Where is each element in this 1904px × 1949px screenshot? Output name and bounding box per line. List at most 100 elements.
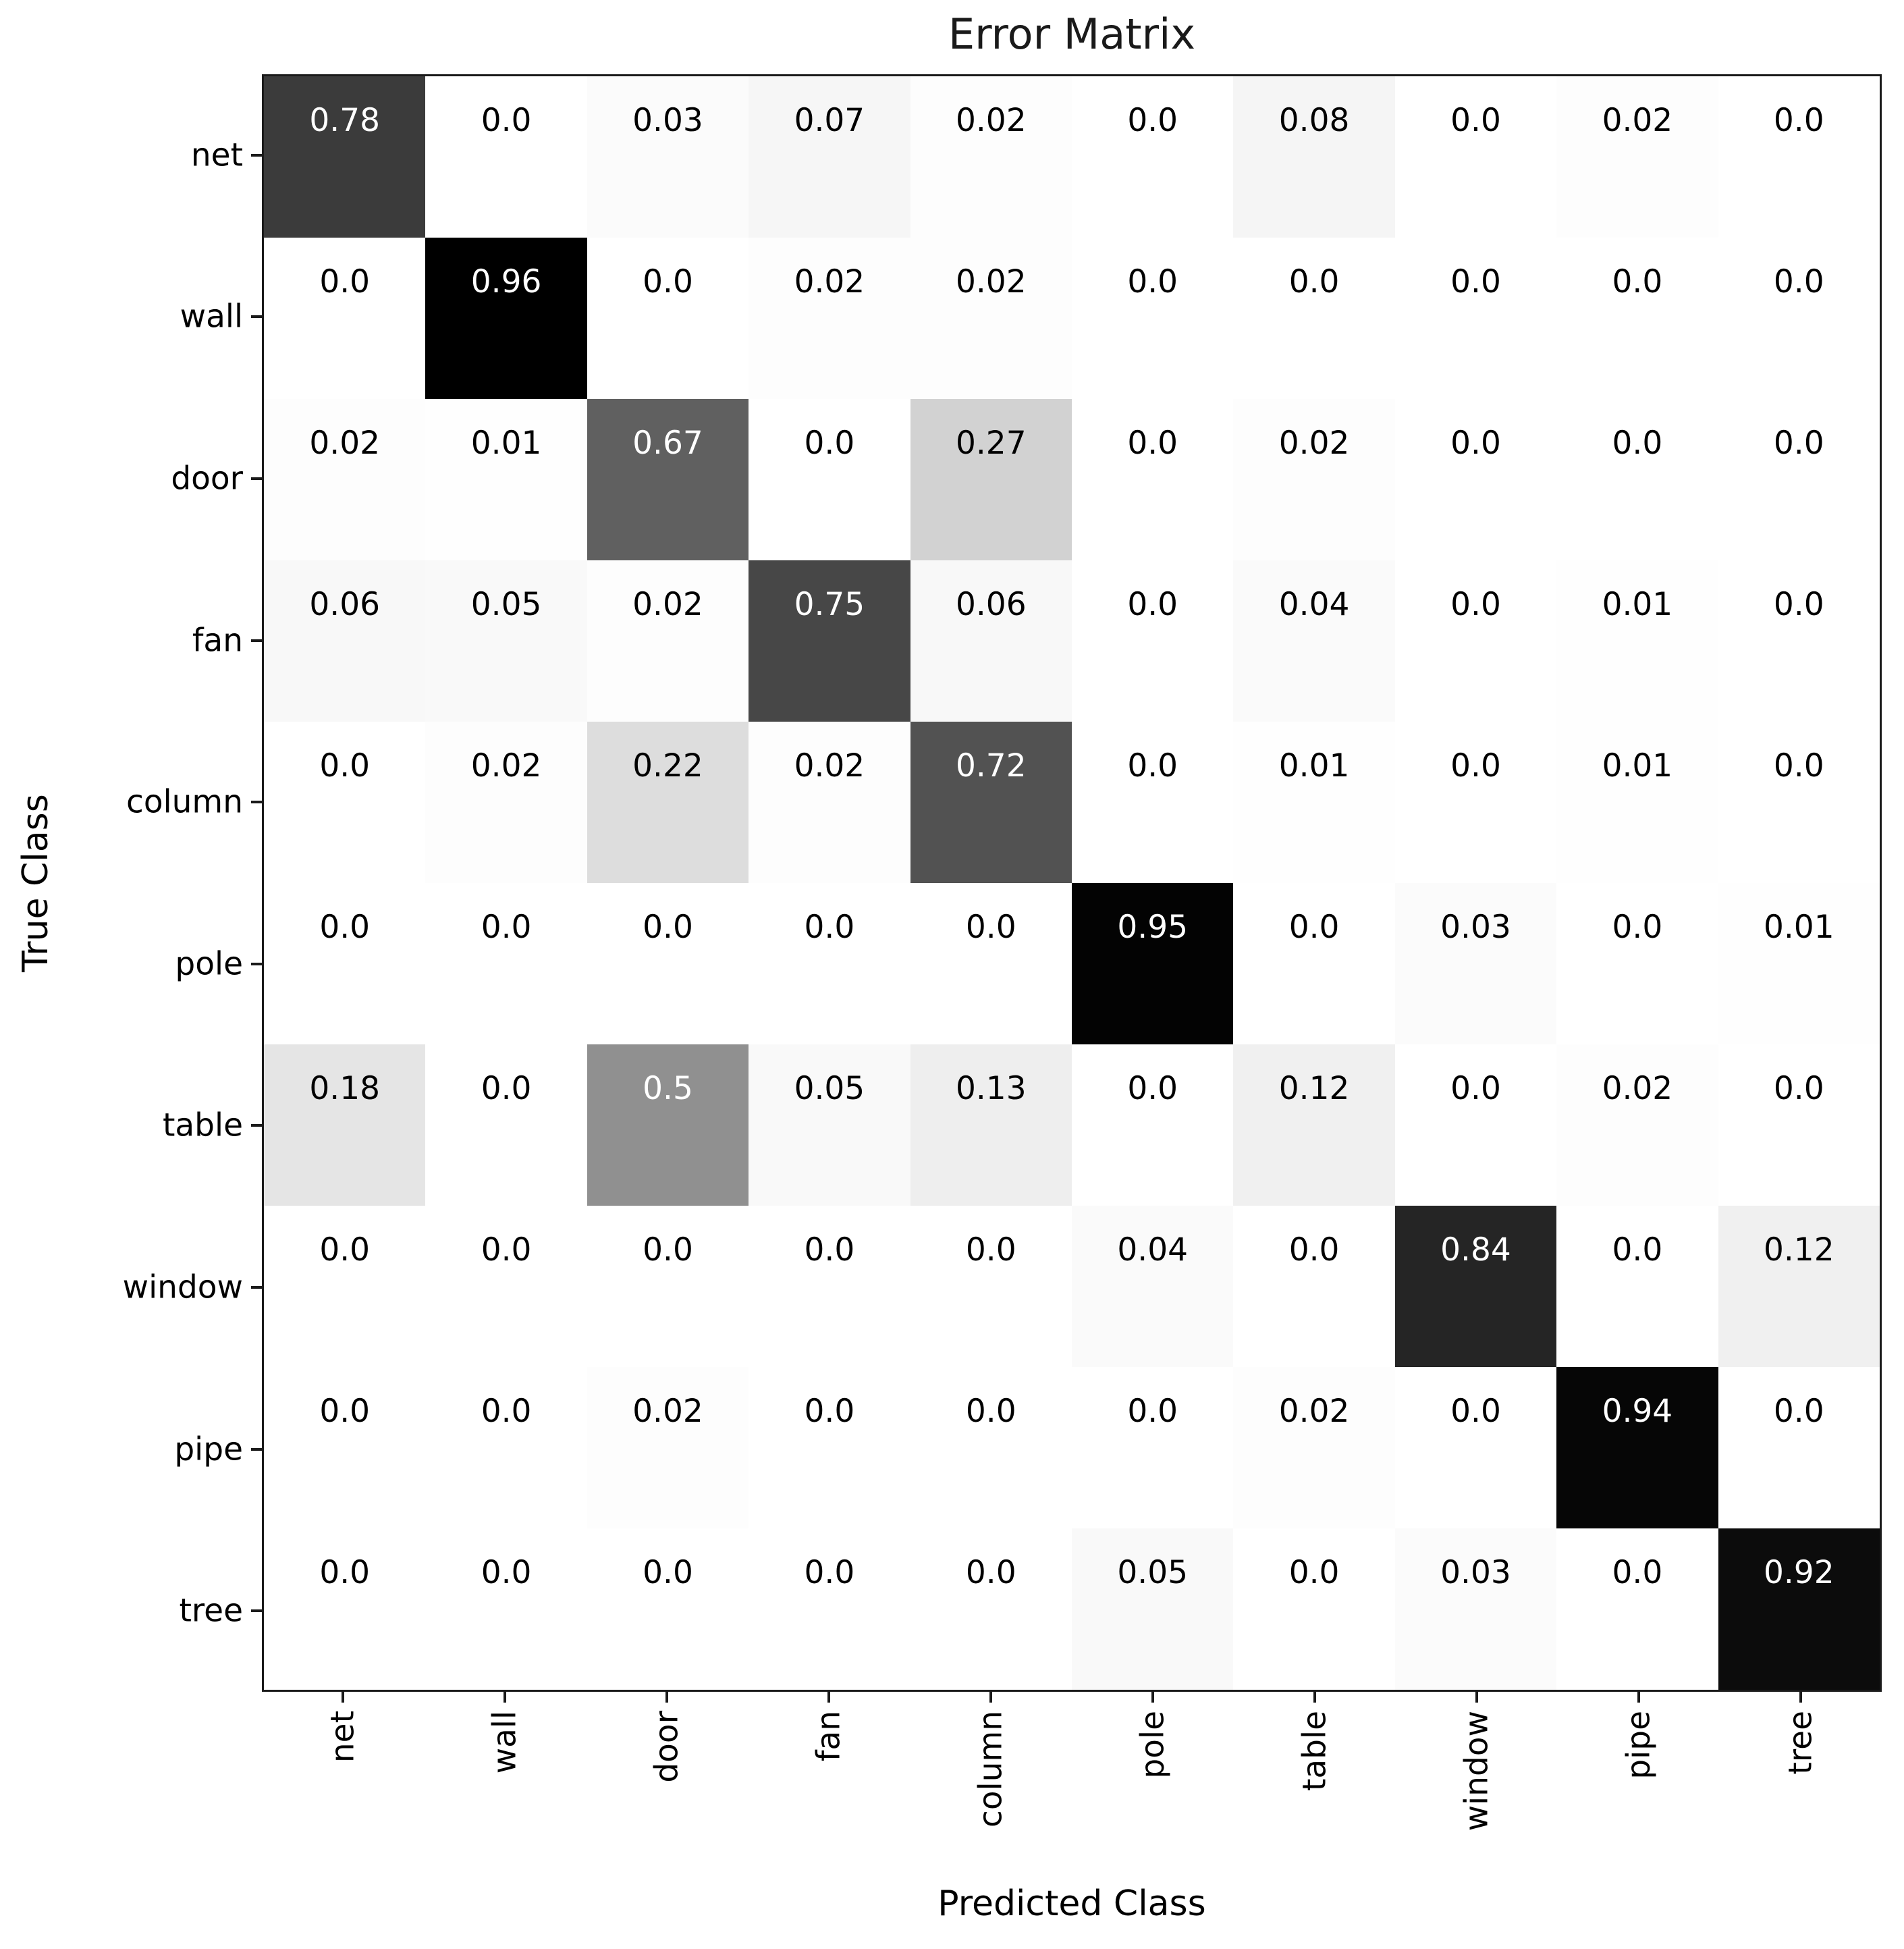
matrix-cell: 0.02 xyxy=(425,722,587,883)
x-tick-label: window xyxy=(1458,1711,1496,1832)
matrix-cell-value: 0.0 xyxy=(804,909,855,946)
matrix-cell-value: 0.12 xyxy=(1763,1231,1834,1269)
matrix-cell: 0.0 xyxy=(1394,1044,1557,1206)
x-tick xyxy=(342,1692,344,1703)
x-tick xyxy=(1637,1692,1640,1703)
matrix-cell-value: 0.05 xyxy=(1117,1554,1189,1591)
matrix-cell: 0.0 xyxy=(749,399,910,560)
matrix-cell: 0.18 xyxy=(264,1044,426,1206)
y-tick xyxy=(251,153,262,157)
matrix-cell-value: 0.0 xyxy=(1773,1070,1824,1107)
matrix-cell-value: 0.27 xyxy=(955,425,1027,462)
x-tick xyxy=(827,1692,830,1703)
matrix-cell: 0.04 xyxy=(1071,1206,1234,1367)
matrix-cell-value: 0.12 xyxy=(1278,1070,1350,1107)
matrix-cell-value: 0.0 xyxy=(1612,909,1663,946)
matrix-cell-value: 0.0 xyxy=(481,1231,532,1269)
matrix-cell-value: 0.0 xyxy=(965,1554,1016,1591)
matrix-cell-value: 0.0 xyxy=(1127,1393,1178,1430)
matrix-cell-value: 0.0 xyxy=(965,1231,1016,1269)
y-tick-label: door xyxy=(171,460,243,498)
matrix-cell-value: 0.0 xyxy=(319,263,371,300)
matrix-cell-value: 0.92 xyxy=(1763,1554,1834,1591)
matrix-cell: 0.0 xyxy=(264,722,426,883)
matrix-cell-value: 0.01 xyxy=(1602,586,1673,623)
matrix-cell: 0.0 xyxy=(910,1367,1072,1528)
matrix-cell: 0.0 xyxy=(1394,76,1557,238)
matrix-cell-value: 0.03 xyxy=(1440,909,1511,946)
matrix-cell: 0.02 xyxy=(749,722,910,883)
x-tick xyxy=(1475,1692,1478,1703)
matrix-cell: 0.0 xyxy=(1394,399,1557,560)
matrix-cell-value: 0.0 xyxy=(1127,102,1178,139)
matrix-cell-value: 0.0 xyxy=(965,1393,1016,1430)
x-tick-marks xyxy=(262,1692,1882,1703)
matrix-cell-value: 0.0 xyxy=(804,1231,855,1269)
matrix-cell-value: 0.01 xyxy=(1763,909,1834,946)
matrix-cell: 0.0 xyxy=(1556,399,1718,560)
matrix-cell-value: 0.78 xyxy=(309,102,381,139)
matrix-cell-value: 0.0 xyxy=(804,425,855,462)
matrix-cell-value: 0.0 xyxy=(319,1554,371,1591)
matrix-cell-value: 0.06 xyxy=(309,586,381,623)
matrix-cell: 0.0 xyxy=(587,238,749,399)
matrix-cell: 0.0 xyxy=(749,883,910,1044)
matrix-cell-value: 0.0 xyxy=(1127,263,1178,300)
y-tick-label: window xyxy=(122,1269,243,1306)
y-tick xyxy=(251,639,262,642)
y-tick xyxy=(251,1447,262,1451)
x-tick xyxy=(1313,1692,1316,1703)
matrix-cell: 0.02 xyxy=(749,238,910,399)
matrix-cell: 0.0 xyxy=(1394,1367,1557,1528)
matrix-cell: 0.02 xyxy=(910,76,1072,238)
matrix-cell: 0.0 xyxy=(587,1528,749,1690)
x-tick xyxy=(1151,1692,1154,1703)
matrix-cell-value: 0.02 xyxy=(470,747,542,784)
matrix-cell: 0.02 xyxy=(1556,1044,1718,1206)
matrix-cell: 0.0 xyxy=(910,1528,1072,1690)
matrix-cell-value: 0.0 xyxy=(1127,1070,1178,1107)
matrix-cell: 0.01 xyxy=(1556,722,1718,883)
matrix-cell: 0.95 xyxy=(1071,883,1234,1044)
matrix-cell-value: 0.0 xyxy=(1288,1554,1340,1591)
matrix-cell: 0.0 xyxy=(910,883,1072,1044)
matrix-cell-value: 0.96 xyxy=(470,263,542,300)
matrix-cell: 0.0 xyxy=(264,238,426,399)
matrix-cell-value: 0.0 xyxy=(1773,586,1824,623)
x-tick xyxy=(989,1692,992,1703)
matrix-cell: 0.0 xyxy=(1394,722,1557,883)
matrix-cell: 0.0 xyxy=(1071,1044,1234,1206)
matrix-cell-value: 0.0 xyxy=(1288,263,1340,300)
y-tick xyxy=(251,1124,262,1127)
matrix-cell-value: 0.0 xyxy=(1127,586,1178,623)
matrix-cell: 0.94 xyxy=(1556,1367,1718,1528)
matrix-cell-value: 0.0 xyxy=(1450,102,1501,139)
matrix-cell-value: 0.02 xyxy=(955,102,1027,139)
matrix-cell: 0.0 xyxy=(1718,238,1880,399)
matrix-cell-value: 0.0 xyxy=(1450,586,1501,623)
matrix-cell: 0.06 xyxy=(264,560,426,722)
matrix-cell-value: 0.0 xyxy=(319,909,371,946)
matrix-cell-value: 0.13 xyxy=(955,1070,1027,1107)
matrix-cell-value: 0.5 xyxy=(643,1070,693,1107)
matrix-cell: 0.0 xyxy=(1718,560,1880,722)
matrix-cell-value: 0.0 xyxy=(1450,263,1501,300)
matrix-cell: 0.0 xyxy=(1718,1367,1880,1528)
matrix-cell-value: 0.02 xyxy=(632,586,703,623)
x-tick-label: pipe xyxy=(1620,1711,1658,1780)
matrix-cell-value: 0.0 xyxy=(319,1231,371,1269)
matrix-cell: 0.02 xyxy=(1233,399,1395,560)
matrix-cell: 0.0 xyxy=(1394,560,1557,722)
matrix-cell: 0.0 xyxy=(1718,722,1880,883)
matrix-cell-value: 0.0 xyxy=(1612,425,1663,462)
matrix-cell: 0.0 xyxy=(425,883,587,1044)
matrix-cell: 0.02 xyxy=(1233,1367,1395,1528)
matrix-cell-value: 0.01 xyxy=(1602,747,1673,784)
y-tick xyxy=(251,477,262,480)
matrix-cell-value: 0.0 xyxy=(1450,425,1501,462)
matrix-cell: 0.0 xyxy=(1233,1528,1395,1690)
matrix-cell-value: 0.0 xyxy=(1288,909,1340,946)
matrix-cell-value: 0.06 xyxy=(955,586,1027,623)
matrix-cell-value: 0.0 xyxy=(1450,747,1501,784)
y-tick-label: table xyxy=(162,1106,243,1144)
